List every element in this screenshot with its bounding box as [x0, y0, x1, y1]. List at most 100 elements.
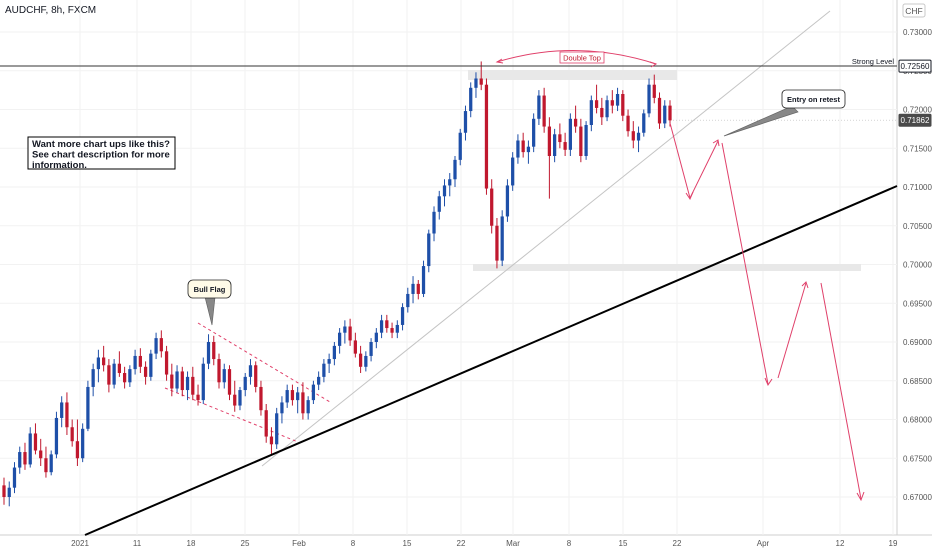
candle-up[interactable] — [149, 353, 153, 377]
candle-up[interactable] — [311, 384, 316, 401]
candle-up[interactable] — [275, 413, 279, 445]
candle-down[interactable] — [212, 342, 216, 360]
candle-down[interactable] — [358, 353, 363, 367]
candle-up[interactable] — [568, 118, 572, 150]
candle-up[interactable] — [511, 157, 515, 186]
candle-down[interactable] — [254, 365, 258, 387]
candle-down[interactable] — [348, 326, 352, 341]
candle-down[interactable] — [143, 366, 148, 377]
resistance-zone[interactable] — [468, 70, 677, 80]
candle-up[interactable] — [112, 363, 116, 385]
candle-up[interactable] — [532, 118, 536, 147]
candle-down[interactable] — [259, 386, 263, 411]
candle-down[interactable] — [191, 376, 195, 395]
candle-down[interactable] — [107, 365, 111, 385]
candle-up[interactable] — [369, 342, 373, 356]
candle-up[interactable] — [337, 332, 342, 346]
candle-up[interactable] — [615, 94, 620, 106]
candle-up[interactable] — [49, 454, 53, 473]
candle-up[interactable] — [243, 376, 247, 391]
candle-up[interactable] — [584, 125, 588, 156]
candle-up[interactable] — [81, 428, 85, 459]
candle-down[interactable] — [2, 485, 6, 497]
candle-down[interactable] — [122, 373, 127, 383]
candle-down[interactable] — [495, 225, 499, 261]
candle-up[interactable] — [296, 392, 300, 401]
candle-up[interactable] — [505, 185, 510, 217]
candle-up[interactable] — [553, 134, 557, 156]
candle-down[interactable] — [547, 126, 552, 156]
currency-box[interactable] — [902, 3, 926, 18]
candle-up[interactable] — [463, 111, 468, 133]
candle-up[interactable] — [374, 332, 378, 342]
candle-down[interactable] — [301, 392, 305, 414]
projection-path-drop[interactable] — [721, 142, 769, 385]
candle-up[interactable] — [185, 376, 190, 391]
candle-down[interactable] — [542, 95, 546, 127]
time-axis[interactable]: 2021 11 18 25 Feb 8 15 22 Mar 8 15 22 Apr 12 19 — [71, 539, 898, 548]
candle-down[interactable] — [217, 359, 221, 383]
candle-up[interactable] — [54, 417, 59, 455]
candle-up[interactable] — [469, 87, 473, 112]
candle-down[interactable] — [264, 410, 268, 437]
candle-down[interactable] — [138, 355, 142, 367]
candle-up[interactable] — [458, 132, 462, 160]
candle-up[interactable] — [400, 307, 405, 325]
candle-up[interactable] — [133, 355, 137, 370]
major-ascending-trendline[interactable] — [84, 185, 898, 536]
candle-down[interactable] — [479, 78, 483, 85]
candle-down[interactable] — [353, 340, 357, 354]
candle-up[interactable] — [406, 293, 410, 308]
candle-up[interactable] — [636, 132, 641, 141]
candle-down[interactable] — [180, 371, 184, 391]
price-axis[interactable]: 0.730000.725000.720000.715000.710000.705… — [898, 28, 932, 502]
candle-down[interactable] — [65, 402, 69, 428]
candle-down[interactable] — [290, 390, 295, 401]
candle-down[interactable] — [652, 84, 656, 98]
candle-down[interactable] — [657, 97, 662, 124]
candle-up[interactable] — [280, 402, 284, 414]
bull-flag-callout-box[interactable] — [187, 279, 232, 299]
candle-up[interactable] — [663, 105, 667, 124]
candle-down[interactable] — [484, 84, 489, 189]
candle-down[interactable] — [668, 105, 672, 121]
candle-up[interactable] — [175, 371, 179, 389]
candle-up[interactable] — [379, 320, 384, 333]
candle-down[interactable] — [579, 126, 583, 156]
candle-down[interactable] — [490, 188, 494, 226]
candle-up[interactable] — [526, 146, 531, 153]
double-top-arc[interactable] — [496, 49, 657, 65]
candle-up[interactable] — [285, 390, 289, 403]
candle-down[interactable] — [70, 427, 74, 442]
candle-up[interactable] — [154, 338, 158, 354]
entry-callout-box[interactable] — [781, 89, 846, 109]
candle-up[interactable] — [60, 402, 64, 418]
candle-down[interactable] — [390, 328, 394, 333]
candle-up[interactable] — [332, 345, 337, 360]
candle-down[interactable] — [117, 363, 121, 373]
candle-down[interactable] — [621, 94, 625, 116]
candle-up[interactable] — [395, 324, 399, 333]
candle-up[interactable] — [411, 283, 415, 294]
candle-down[interactable] — [170, 374, 174, 389]
candle-down[interactable] — [610, 100, 614, 106]
bull-flag-upper-line[interactable] — [197, 322, 331, 403]
candle-down[interactable] — [102, 357, 106, 366]
support-zone[interactable] — [473, 264, 861, 271]
candle-up[interactable] — [437, 196, 441, 212]
candle-up[interactable] — [306, 400, 310, 414]
candle-down[interactable] — [159, 338, 163, 352]
candle-up[interactable] — [589, 100, 593, 125]
candle-up[interactable] — [91, 369, 95, 387]
candle-down[interactable] — [164, 351, 169, 375]
candle-up[interactable] — [238, 390, 242, 406]
candle-up[interactable] — [427, 233, 431, 267]
candle-down[interactable] — [631, 131, 635, 141]
candle-down[interactable] — [558, 134, 562, 143]
note-box[interactable] — [27, 136, 176, 170]
candle-up[interactable] — [432, 211, 436, 234]
candle-down[interactable] — [416, 283, 420, 294]
candle-up[interactable] — [201, 363, 205, 401]
candle-down[interactable] — [44, 458, 48, 473]
